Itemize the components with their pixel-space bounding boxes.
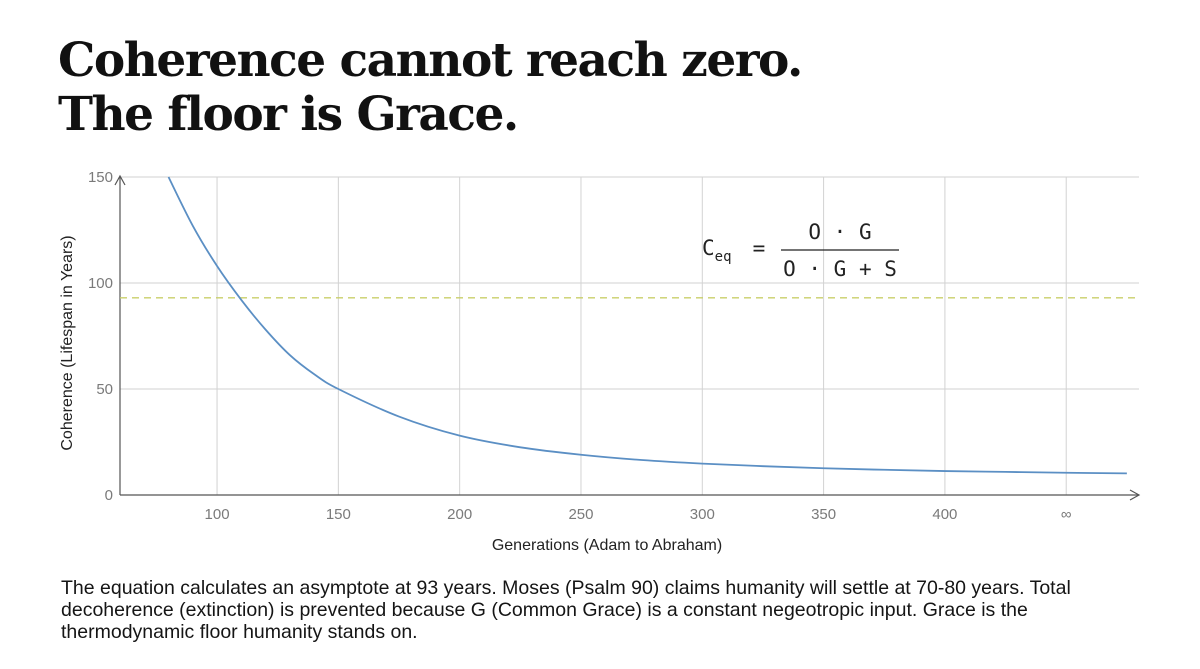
chart-series bbox=[167, 176, 1127, 475]
caption-text: The equation calculates an asymptote at … bbox=[61, 577, 1071, 643]
x-tick-label: 350 bbox=[811, 506, 836, 523]
y-tick-label: 50 bbox=[96, 381, 113, 398]
y-tick-label: 0 bbox=[105, 487, 113, 504]
equation: Ceq = O · G O · G + S bbox=[702, 220, 899, 281]
chart-grid bbox=[120, 176, 1139, 495]
y-axis-label: Coherence (Lifespan in Years) bbox=[59, 235, 76, 450]
title-line-2: The floor is Grace. bbox=[58, 87, 519, 142]
slide-title: Coherence cannot reach zero. The floor i… bbox=[58, 33, 803, 142]
tick-labels: 100 150 200 250 300 350 400 ∞ 0 50 100 150 bbox=[88, 169, 1072, 523]
y-tick-label: 100 bbox=[88, 275, 113, 292]
equation-lhs-symbol: C bbox=[702, 236, 715, 260]
x-tick-label: 250 bbox=[568, 506, 593, 523]
equation-denominator: O · G + S bbox=[783, 257, 897, 281]
y-axis-arrow bbox=[114, 174, 126, 186]
equation-numerator: O · G bbox=[808, 220, 871, 244]
x-axis-arrow bbox=[1129, 489, 1141, 501]
x-tick-label: ∞ bbox=[1061, 506, 1072, 523]
chart-axes bbox=[114, 174, 1141, 501]
x-tick-label: 300 bbox=[690, 506, 715, 523]
x-axis-label: Generations (Adam to Abraham) bbox=[492, 537, 722, 554]
y-tick-label: 150 bbox=[88, 169, 113, 186]
equation-lhs: Ceq bbox=[702, 236, 732, 265]
x-tick-label: 400 bbox=[932, 506, 957, 523]
equation-lhs-subscript: eq bbox=[715, 249, 732, 265]
x-tick-label: 200 bbox=[447, 506, 472, 523]
equation-equals: = bbox=[753, 236, 766, 260]
series-line bbox=[167, 176, 1127, 475]
title-line-1: Coherence cannot reach zero. bbox=[58, 33, 803, 88]
x-tick-label: 100 bbox=[205, 506, 230, 523]
x-tick-label: 150 bbox=[326, 506, 351, 523]
